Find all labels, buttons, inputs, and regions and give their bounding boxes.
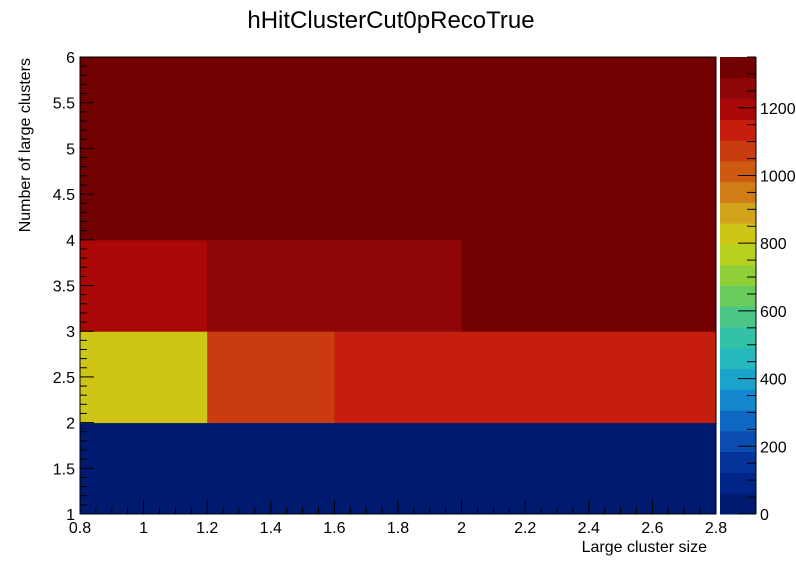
heatmap-cell	[207, 57, 335, 241]
x-tick-label: 1.8	[387, 520, 409, 537]
colorbar-tick-label: 200	[760, 439, 787, 456]
heatmap-cell	[207, 239, 335, 332]
colorbar-tick-label: 1000	[760, 168, 796, 185]
heatmap-cell	[461, 331, 590, 424]
colorbar-segment	[720, 181, 756, 203]
heatmap-cell	[207, 422, 335, 515]
x-axis: 0.8 1 1.2 1.4 1.6 1.8 2 2.2 2.4 2.6 2.8	[69, 500, 727, 537]
y-tick-label: 4.5	[53, 187, 75, 204]
x-tick-label: 1	[139, 520, 148, 537]
colorbar-segment	[720, 493, 756, 515]
x-tick-label: 2.2	[514, 520, 536, 537]
colorbar-segment	[720, 119, 756, 141]
x-tick-label: 2	[457, 520, 466, 537]
heatmap-cell	[80, 422, 208, 515]
y-axis-title: Number of large clusters	[17, 58, 34, 232]
colorbar-segment	[720, 223, 756, 245]
heatmap-cell	[588, 57, 717, 241]
y-tick-label: 3	[66, 324, 75, 341]
heatmap-cell	[461, 239, 590, 332]
x-tick-label: 1.2	[196, 520, 218, 537]
color-scale-bar: 0 200 400 600 800 1000 1200	[720, 56, 796, 524]
colorbar-segment	[720, 368, 756, 390]
y-tick-label: 1.5	[53, 461, 75, 478]
y-tick-label: 4	[66, 233, 75, 250]
colorbar-segment	[720, 202, 756, 224]
colorbar-tick-label: 800	[760, 236, 787, 253]
colorbar-tick-label: 1200	[760, 101, 796, 118]
y-tick-label: 6	[66, 50, 75, 67]
colorbar-segment	[720, 347, 756, 370]
colorbar-segment	[720, 451, 756, 473]
colorbar-segment	[720, 57, 756, 79]
heatmap-cell	[588, 422, 717, 515]
y-tick-label: 2.5	[53, 370, 75, 387]
y-tick-label: 5	[66, 141, 75, 158]
x-tick-label: 1.4	[260, 520, 282, 537]
chart-title: hHitClusterCut0pRecoTrue	[247, 7, 534, 34]
y-tick-label: 1	[66, 507, 75, 524]
x-tick-label: 0.8	[69, 520, 91, 537]
heatmap-cell	[334, 57, 463, 241]
heatmap-cell	[80, 331, 208, 424]
y-tick-label: 5.5	[53, 96, 75, 113]
colorbar-segment	[720, 264, 756, 286]
colorbar-segment	[720, 243, 756, 266]
colorbar-segment	[720, 327, 756, 349]
x-tick-label: 2.6	[641, 520, 663, 537]
x-tick-label: 2.8	[705, 520, 727, 537]
heatmap-cell	[80, 239, 208, 332]
colorbar-tick-label: 400	[760, 372, 787, 389]
colorbar-segment	[720, 430, 756, 453]
colorbar-segment	[720, 160, 756, 183]
colorbar-tick-label: 600	[760, 304, 787, 321]
heatmap-cell	[207, 331, 335, 424]
colorbar-segment	[720, 77, 756, 100]
colorbar-segment	[720, 389, 756, 411]
colorbar-segment	[720, 306, 756, 328]
heatmap-cell	[334, 422, 463, 515]
x-axis-title: Large cluster size	[582, 539, 707, 556]
heatmap-cell	[334, 331, 463, 424]
heatmap-cells	[80, 57, 717, 515]
heatmap-cell	[461, 422, 590, 515]
heatmap-cell	[588, 239, 717, 332]
y-axis: 1 1.5 2 2.5 3 3.5 4 4.5 5 5.5 6	[53, 50, 94, 524]
colorbar-tick-label: 0	[760, 507, 769, 524]
x-tick-label: 1.6	[323, 520, 345, 537]
x-tick-label: 2.4	[578, 520, 600, 537]
heatmap-cell	[461, 57, 590, 241]
heatmap-cell	[334, 239, 463, 332]
y-tick-label: 2	[66, 416, 75, 433]
colorbar-segment	[720, 98, 756, 120]
colorbar-segment	[720, 472, 756, 494]
colorbar-segment	[720, 410, 756, 432]
heatmap-cell	[588, 331, 717, 424]
y-tick-label: 3.5	[53, 279, 75, 296]
heatmap-cell	[80, 57, 208, 241]
colorbar-segment	[720, 285, 756, 307]
colorbar-segment	[720, 140, 756, 162]
